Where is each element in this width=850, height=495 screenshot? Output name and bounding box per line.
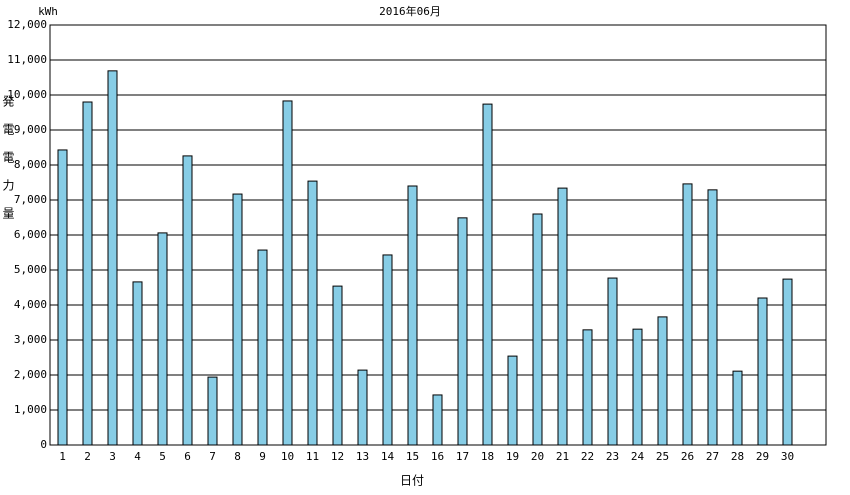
x-tick-label: 4	[134, 450, 141, 463]
y-tick-label: 5,000	[14, 263, 47, 276]
y-tick-label: 7,000	[14, 193, 47, 206]
bar	[557, 187, 568, 446]
x-tick-label: 17	[456, 450, 469, 463]
bar	[57, 149, 68, 446]
x-tick-label: 28	[731, 450, 744, 463]
bar	[357, 369, 368, 446]
bar	[532, 213, 543, 446]
x-tick-label: 8	[234, 450, 241, 463]
bar	[457, 217, 468, 446]
bar	[507, 355, 518, 446]
bar	[407, 185, 418, 446]
x-tick-label: 22	[581, 450, 594, 463]
y-axis-label: 発電電力量	[1, 95, 15, 235]
bar	[582, 329, 593, 446]
bar	[182, 155, 193, 446]
x-tick-label: 14	[381, 450, 395, 463]
bar	[657, 316, 668, 446]
x-tick-label: 30	[781, 450, 794, 463]
x-tick-label: 27	[706, 450, 719, 463]
y-tick-label: 2,000	[14, 368, 47, 381]
bar	[232, 193, 243, 446]
bar	[282, 100, 293, 446]
y-tick-label: 1,000	[14, 403, 47, 416]
x-axis-label: 日付	[400, 474, 424, 488]
x-tick-label: 1	[59, 450, 66, 463]
bar	[207, 376, 218, 446]
x-tick-label: 13	[356, 450, 369, 463]
x-tick-label: 24	[631, 450, 645, 463]
bar	[332, 285, 343, 446]
y-tick-label: 11,000	[7, 53, 47, 66]
bar	[382, 254, 393, 446]
bar	[132, 281, 143, 446]
bar	[107, 70, 118, 446]
bar	[82, 101, 93, 446]
x-tick-label: 7	[209, 450, 216, 463]
x-tick-label: 19	[506, 450, 519, 463]
x-tick-label: 20	[531, 450, 544, 463]
bar	[257, 249, 268, 446]
bar	[707, 189, 718, 446]
y-tick-label: 8,000	[14, 158, 47, 171]
x-tick-label: 29	[756, 450, 769, 463]
bar	[757, 297, 768, 446]
x-tick-label: 18	[481, 450, 494, 463]
x-tick-label: 3	[109, 450, 116, 463]
x-tick-label: 10	[281, 450, 294, 463]
x-tick-label: 25	[656, 450, 669, 463]
x-tick-label: 21	[556, 450, 569, 463]
x-tick-label: 5	[159, 450, 166, 463]
bar	[632, 328, 643, 446]
bar	[732, 370, 743, 446]
y-tick-label: 10,000	[7, 88, 47, 101]
y-tick-label: 3,000	[14, 333, 47, 346]
x-tick-label: 6	[184, 450, 191, 463]
bar	[782, 278, 793, 446]
y-tick-label: 6,000	[14, 228, 47, 241]
x-tick-label: 9	[259, 450, 266, 463]
bar	[682, 183, 693, 446]
x-tick-label: 26	[681, 450, 694, 463]
bar	[482, 103, 493, 446]
bar	[157, 232, 168, 446]
bar	[607, 277, 618, 446]
x-tick-label: 11	[306, 450, 319, 463]
bar	[432, 394, 443, 446]
y-tick-label: 4,000	[14, 298, 47, 311]
y-tick-label: 0	[40, 438, 47, 451]
bar	[307, 180, 318, 446]
y-tick-label: 9,000	[14, 123, 47, 136]
y-tick-label: 12,000	[7, 18, 47, 31]
x-tick-label: 2	[84, 450, 91, 463]
x-tick-label: 16	[431, 450, 444, 463]
x-tick-label: 12	[331, 450, 344, 463]
x-tick-label: 23	[606, 450, 619, 463]
x-tick-label: 15	[406, 450, 419, 463]
unit-label: kWh	[38, 5, 58, 18]
chart-title: 2016年06月	[379, 4, 441, 18]
